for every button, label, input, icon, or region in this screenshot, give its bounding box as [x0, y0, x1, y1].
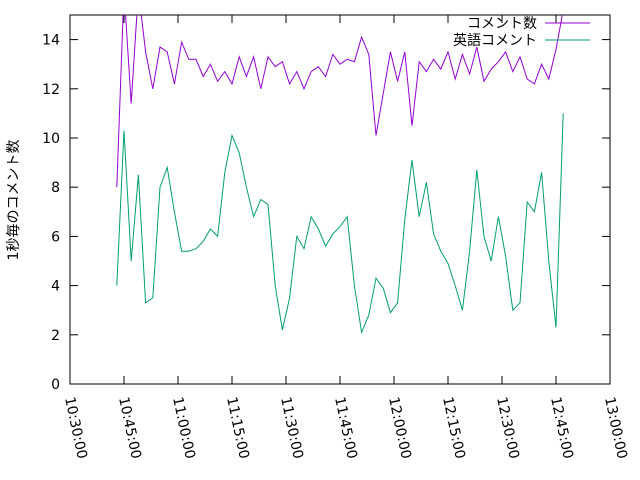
plot-border — [69, 14, 611, 385]
y-tick-label: 8 — [51, 180, 60, 196]
y-tick-label: 0 — [51, 377, 60, 393]
series-line — [116, 113, 564, 335]
y-tick-label: 12 — [42, 82, 60, 98]
x-tick-label: 11:30:00 — [277, 396, 306, 461]
y-tick-label: 4 — [51, 279, 60, 295]
x-tick-label: 12:00:00 — [385, 396, 414, 461]
x-tick-label: 11:00:00 — [169, 396, 198, 461]
x-tick-label: 11:45:00 — [331, 396, 360, 461]
x-tick-label: 10:45:00 — [115, 396, 144, 461]
y-tick-label: 2 — [51, 328, 60, 344]
x-tick-label: 12:30:00 — [493, 396, 522, 461]
x-tick-label: 12:45:00 — [547, 396, 576, 461]
y-tick-label: 14 — [42, 33, 60, 49]
y-axis-label: 1秒毎のコメント数 — [6, 140, 22, 261]
x-tick-label: 10:30:00 — [61, 396, 90, 461]
x-tick-label: 11:15:00 — [223, 396, 252, 461]
plot-area — [116, 15, 564, 335]
legend-label: コメント数 — [467, 16, 537, 32]
series-line — [116, 15, 563, 188]
x-tick-label: 13:00:00 — [601, 396, 630, 461]
legend-label: 英語コメント — [453, 32, 537, 49]
y-tick-label: 6 — [51, 229, 60, 245]
y-tick-label: 10 — [42, 131, 60, 147]
x-tick-label: 12:15:00 — [439, 396, 468, 461]
